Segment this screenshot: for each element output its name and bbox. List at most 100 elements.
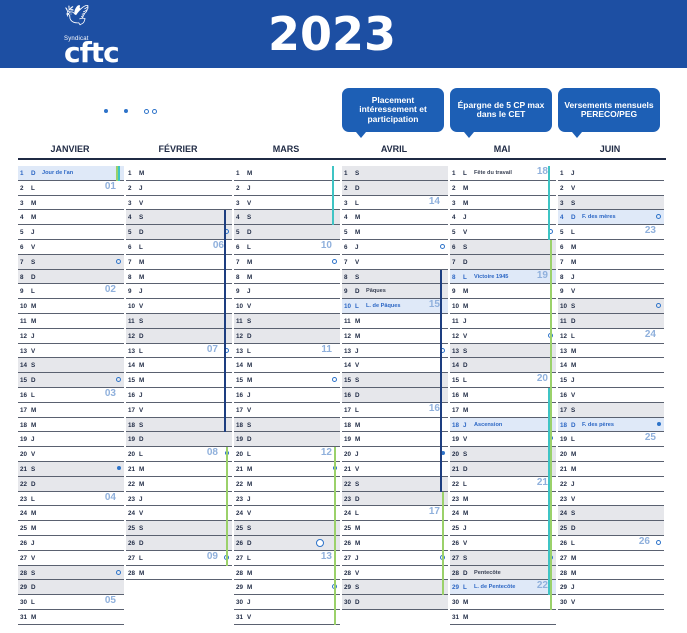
weekday-letter: D — [247, 332, 252, 340]
day-row: 26 J — [18, 536, 124, 551]
weekday-letter: L — [463, 170, 467, 177]
day-number: 20 — [20, 451, 28, 459]
weekday-letter: J — [355, 554, 359, 562]
day-number: 7 — [20, 258, 24, 266]
weekday-letter: L — [463, 584, 467, 592]
weekday-letter: V — [247, 199, 252, 207]
day-row: 25 S — [234, 521, 340, 536]
week-number: 11 — [321, 343, 332, 355]
month-rule — [558, 158, 666, 160]
weekday-letter: L — [31, 599, 35, 607]
period-bar — [226, 447, 228, 566]
day-row: 6 L 06 — [126, 240, 232, 255]
weekday-letter: D — [31, 584, 36, 592]
day-row: 17 M — [18, 403, 124, 418]
day-row: 19 D — [234, 432, 340, 448]
day-number: 18 — [20, 421, 28, 429]
period-bar — [548, 388, 550, 596]
day-row: 21 S — [18, 462, 124, 477]
day-row: 30 D — [342, 595, 448, 610]
day-number: 17 — [236, 406, 244, 414]
day-row: 14 D — [450, 358, 556, 374]
day-number: 31 — [452, 614, 460, 621]
weekday-letter: M — [247, 377, 253, 385]
weekday-letter: V — [31, 347, 36, 355]
weekday-letter: M — [139, 273, 145, 281]
week-number: 10 — [320, 240, 332, 251]
weekday-letter: J — [463, 318, 467, 325]
weekday-letter: M — [139, 362, 145, 370]
day-number: 30 — [236, 599, 244, 607]
weekday-letter: V — [571, 184, 576, 192]
callout-pereco: Versements mensuels PERECO/PEG — [558, 88, 660, 138]
weekday-letter: V — [247, 614, 252, 621]
day-row: 20 L 08 — [126, 447, 232, 462]
day-number: 15 — [128, 377, 136, 385]
weekday-letter: S — [463, 554, 468, 562]
weekday-letter: D — [571, 318, 576, 325]
weekday-letter: J — [139, 392, 143, 399]
day-number: 10 — [452, 303, 460, 311]
day-number: 18 — [452, 421, 460, 429]
day-number: 22 — [560, 480, 568, 488]
day-number: 4 — [20, 214, 24, 222]
day-row: 6 L 10 — [234, 240, 340, 255]
day-number: 1 — [128, 170, 132, 177]
day-row: 10 S — [558, 299, 664, 314]
weekday-letter: L — [139, 554, 143, 562]
day-number: 14 — [236, 362, 244, 370]
day-label: Pâques — [366, 288, 386, 295]
weekday-letter: V — [139, 510, 144, 518]
day-row: 19 V — [450, 432, 556, 448]
dove-icon: 🕊 — [64, 5, 90, 27]
weekday-letter: L — [571, 229, 575, 237]
day-row: 31 M — [18, 610, 124, 625]
day-number: 27 — [344, 554, 352, 562]
weekday-letter: V — [247, 303, 252, 311]
weekday-letter: S — [139, 525, 144, 533]
day-row: 19 M — [342, 432, 448, 448]
period-bar — [334, 447, 336, 625]
day-number: 5 — [236, 229, 240, 237]
day-number: 19 — [20, 436, 28, 444]
weekday-letter: M — [139, 170, 145, 177]
callout-interessement: Placement intéressement et participation — [342, 88, 444, 138]
day-number: 23 — [452, 495, 460, 503]
day-row: 23 M — [450, 492, 556, 507]
day-label: Victoire 1945 — [474, 273, 509, 280]
weekday-letter: V — [247, 406, 252, 414]
weekday-letter: V — [355, 258, 360, 266]
weekday-letter: S — [463, 451, 468, 459]
day-number: 11 — [236, 318, 243, 325]
week-number: 26 — [638, 536, 650, 547]
week-number: 21 — [536, 476, 548, 488]
day-row: 16 J — [126, 388, 232, 403]
day-row: 11 S — [234, 314, 340, 329]
day-row: 29 D — [18, 580, 124, 596]
day-row: 29 L L. de Pentecôte 22 — [450, 580, 556, 596]
day-row: 1 D Jour de l'an — [18, 166, 124, 181]
week-number: 23 — [644, 225, 656, 237]
weekday-letter: J — [247, 288, 251, 296]
day-number: 16 — [344, 392, 352, 399]
day-number: 15 — [20, 377, 28, 385]
day-number: 9 — [344, 288, 348, 296]
day-row: 13 L 07 — [126, 344, 232, 359]
weekday-letter: M — [571, 451, 577, 459]
weekday-letter: L — [247, 347, 251, 355]
week-number: 18 — [536, 166, 548, 177]
day-number: 23 — [236, 495, 244, 503]
day-number: 20 — [128, 451, 136, 459]
weekday-letter: S — [571, 303, 576, 311]
day-number: 15 — [560, 377, 568, 385]
day-number: 22 — [236, 480, 244, 488]
day-number: 27 — [20, 554, 28, 562]
weekday-letter: M — [355, 525, 361, 533]
day-row: 28 M — [558, 566, 664, 581]
weekday-letter: M — [31, 214, 37, 222]
